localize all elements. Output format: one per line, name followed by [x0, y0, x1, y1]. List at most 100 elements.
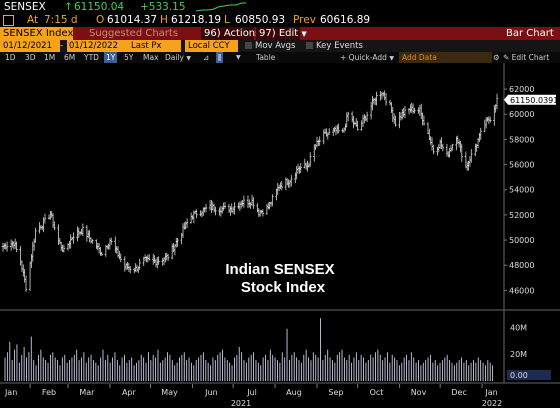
- year-label: 2021: [231, 399, 251, 408]
- period-1y[interactable]: 1Y: [104, 52, 117, 63]
- last-price: 61150.04: [74, 1, 124, 13]
- settings-icon[interactable]: ⚙: [493, 52, 500, 63]
- high-label: H: [160, 14, 168, 26]
- chart-parameters-bar: 01/12/2021 - 01/12/2022 Last Px Local CC…: [0, 40, 560, 52]
- key-events-toggle[interactable]: Key Events: [306, 40, 363, 52]
- prev-label: Prev: [293, 14, 316, 26]
- prev-value: 60616.89: [320, 14, 370, 26]
- month-label: Feb: [42, 388, 56, 397]
- mov-avgs-toggle[interactable]: Mov Avgs: [245, 40, 295, 52]
- price-tick-label: 60000: [509, 110, 534, 119]
- price-field-value: Last Px: [128, 41, 162, 51]
- suggested-charts-label: Suggested Charts: [75, 28, 178, 39]
- at-label: At: [27, 14, 38, 26]
- volume-tick-label: 0.00: [510, 371, 528, 380]
- month-label: Apr: [122, 388, 137, 397]
- frequency-select[interactable]: Daily ▼: [165, 52, 191, 63]
- period-max[interactable]: Max: [143, 52, 159, 63]
- volume-tick-label: 20M: [510, 350, 527, 359]
- pencil-icon: ✎: [503, 53, 512, 62]
- month-label: Oct: [370, 388, 384, 397]
- month-label: Jul: [246, 388, 257, 397]
- intraday-sparkline: [196, 1, 246, 13]
- month-label: Jan: [4, 388, 17, 397]
- net-change: +533.15: [140, 1, 186, 13]
- annotation-line-1: Indian SENSEX: [225, 261, 334, 278]
- chevron-down-icon: ▼: [186, 55, 191, 62]
- quote-details-bar: At 7:15 d O 61014.37 H 61218.19 L 60850.…: [0, 14, 560, 27]
- volume-tick-label: 40M: [510, 324, 527, 333]
- price-tick-label: 52000: [509, 211, 534, 220]
- mov-avgs-label: Mov Avgs: [255, 41, 295, 51]
- chart-type-label: Bar Chart: [506, 27, 554, 40]
- edit-chart-button[interactable]: ✎ Edit Chart: [503, 52, 549, 63]
- last-price-arrow: ↑: [64, 1, 73, 13]
- period-bar: 1D 3D 1M 6M YTD 1Y 5Y Max Daily ▼ ⊿ ⫼ ▼ …: [0, 52, 560, 63]
- checkbox-icon: [306, 42, 313, 49]
- price-tick-label: 62000: [509, 85, 534, 94]
- month-label: Sep: [328, 388, 343, 397]
- high-value: 61218.19: [171, 14, 221, 26]
- month-label: May: [161, 388, 178, 397]
- suggested-charts-button[interactable]: Suggested Charts: [75, 27, 201, 40]
- open-value: 61014.37: [107, 14, 157, 26]
- period-ytd[interactable]: YTD: [84, 52, 99, 63]
- chevron-down-icon[interactable]: ▼: [236, 52, 241, 63]
- function-toolbar: SENSEX Index Suggested Charts 96) Action…: [0, 27, 560, 40]
- quick-add-button[interactable]: + Quick-Add ▼: [340, 52, 394, 63]
- month-label: Mar: [79, 388, 95, 397]
- low-value: 60850.93: [235, 14, 285, 26]
- currency-value: Local CCY: [185, 41, 230, 51]
- period-3d[interactable]: 3D: [25, 52, 36, 63]
- quote-bar: SENSEX ↑ 61150.04 +533.15: [0, 0, 560, 15]
- price-tick-label: 58000: [509, 135, 534, 144]
- realtime-icon: [3, 15, 14, 26]
- price-chart[interactable]: 62000 60000 58000 56000 54000 52000 50000 48000…: [0, 63, 560, 408]
- month-label: Dec: [451, 388, 466, 397]
- edit-label: Edit: [279, 28, 298, 39]
- last-price-axis-label: 61150.0391: [510, 96, 558, 105]
- add-data-input[interactable]: Add Data: [399, 52, 492, 63]
- currency-select[interactable]: Local CCY: [185, 40, 238, 52]
- edit-menu[interactable]: 97) Edit ▼: [256, 27, 300, 40]
- open-label: O: [96, 14, 104, 26]
- edit-number: 97): [256, 28, 276, 39]
- period-1d[interactable]: 1D: [5, 52, 16, 63]
- price-tick-label: 56000: [509, 161, 534, 170]
- actions-menu[interactable]: 96) Actions ▼: [201, 27, 254, 40]
- key-events-label: Key Events: [316, 41, 363, 51]
- chevron-down-icon: ▼: [301, 30, 306, 38]
- period-1m[interactable]: 1M: [44, 52, 55, 63]
- date-separator: -: [60, 40, 63, 52]
- end-date-field[interactable]: 01/12/2022: [67, 40, 124, 52]
- frequency-label: Daily: [165, 53, 184, 62]
- annotation-line-2: Stock Index: [241, 279, 326, 296]
- table-button[interactable]: Table: [256, 52, 275, 63]
- month-label: Jan: [484, 388, 497, 397]
- actions-number: 96): [201, 28, 221, 39]
- chart-type-line-icon[interactable]: ⊿: [203, 52, 209, 63]
- month-label: Aug: [286, 388, 302, 397]
- quote-time: 7:15 d: [44, 14, 78, 26]
- month-label: Jun: [204, 388, 218, 397]
- price-tick-label: 54000: [509, 186, 534, 195]
- edit-chart-label: Edit Chart: [512, 53, 550, 62]
- checkbox-icon: [245, 42, 252, 49]
- actions-label: Actions: [224, 28, 261, 39]
- period-6m[interactable]: 6M: [64, 52, 75, 63]
- security-field[interactable]: SENSEX Index: [0, 27, 73, 40]
- ticker-label: SENSEX: [4, 1, 46, 13]
- price-tick-label: 50000: [509, 236, 534, 245]
- month-label: Nov: [411, 388, 427, 397]
- year-label: 2022: [482, 399, 502, 408]
- price-field-select[interactable]: Last Px: [128, 40, 181, 52]
- chart-type-bar-icon[interactable]: ⫼: [216, 52, 223, 63]
- quick-add-label: Quick-Add: [349, 53, 387, 62]
- low-label: L: [224, 14, 230, 26]
- price-tick-label: 48000: [509, 261, 534, 270]
- price-tick-label: 46000: [509, 286, 534, 295]
- chevron-down-icon: ▼: [389, 55, 394, 62]
- plus-icon: +: [340, 53, 349, 62]
- period-5y[interactable]: 5Y: [124, 52, 133, 63]
- start-date-field[interactable]: 01/12/2021: [0, 40, 60, 52]
